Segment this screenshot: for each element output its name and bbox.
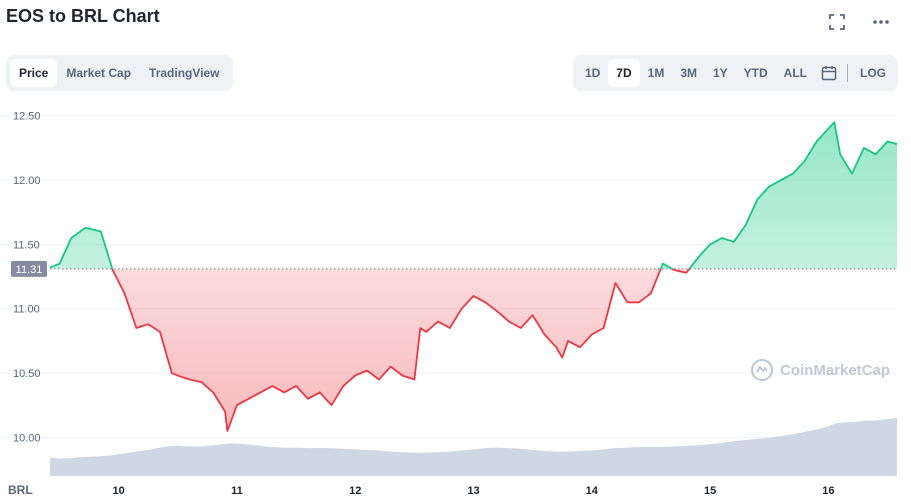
- baseline-label-text: 11.31: [16, 264, 43, 276]
- price-line-down: [111, 268, 691, 432]
- x-tick-label: 10: [112, 485, 124, 497]
- x-axis: 10 11 12 13 14 15 16: [112, 485, 834, 497]
- y-tick-label: 12.00: [13, 175, 41, 187]
- y-tick-label: 12.50: [13, 111, 41, 123]
- y-tick-label: 10.00: [13, 432, 41, 444]
- range-3m[interactable]: 3M: [680, 66, 697, 80]
- range-divider: [847, 64, 848, 82]
- baseline-label-box: [11, 260, 47, 277]
- y-axis: 10.00 10.50 11.00 11.50 12.00 12.50: [13, 111, 41, 445]
- tab-tradingview[interactable]: TradingView: [149, 66, 220, 80]
- currency-label: BRL: [8, 483, 33, 497]
- x-tick-label: 14: [586, 485, 599, 497]
- range-1y[interactable]: 1Y: [712, 66, 728, 80]
- price-fill: [50, 122, 897, 431]
- x-tick-label: 12: [349, 485, 361, 497]
- baseline-label: 11.31: [11, 260, 47, 277]
- more-icon[interactable]: [871, 12, 891, 32]
- volume-path: [50, 418, 897, 476]
- chart-type-tabs: Price Market Cap TradingView: [6, 55, 233, 91]
- y-tick-label: 11.00: [13, 304, 40, 316]
- volume-area: [50, 418, 897, 476]
- calendar-icon[interactable]: [815, 59, 843, 87]
- x-tick-label: 16: [822, 485, 834, 497]
- fullscreen-icon[interactable]: [827, 12, 847, 32]
- x-tick-label: 13: [467, 485, 479, 497]
- tab-market-cap[interactable]: Market Cap: [66, 66, 132, 80]
- range-ytd[interactable]: YTD: [743, 66, 768, 80]
- y-tick-label: 11.50: [13, 239, 40, 251]
- price-line-up: [49, 121, 898, 269]
- range-7d[interactable]: 7D: [608, 59, 640, 87]
- range-1d[interactable]: 1D: [584, 66, 601, 80]
- watermark-text: CoinMarketCap: [780, 362, 890, 379]
- coinmarketcap-logo-icon: [751, 359, 773, 381]
- coinmarketcap-watermark: CoinMarketCap: [751, 359, 890, 381]
- x-tick-label: 15: [704, 485, 716, 497]
- tab-price[interactable]: Price: [10, 59, 58, 87]
- range-1m[interactable]: 1M: [647, 66, 665, 80]
- log-toggle[interactable]: LOG: [860, 66, 886, 80]
- y-tick-label: 10.50: [13, 368, 41, 380]
- chart-title: EOS to BRL Chart: [6, 6, 160, 26]
- fill-down: [112, 268, 690, 431]
- price-line: [49, 121, 898, 432]
- time-range-selector: 1D 7D 1M 3M 1Y YTD ALL LOG: [572, 55, 898, 91]
- x-tick-label: 11: [231, 485, 243, 497]
- range-all[interactable]: ALL: [783, 66, 807, 80]
- fill-up: [50, 122, 897, 269]
